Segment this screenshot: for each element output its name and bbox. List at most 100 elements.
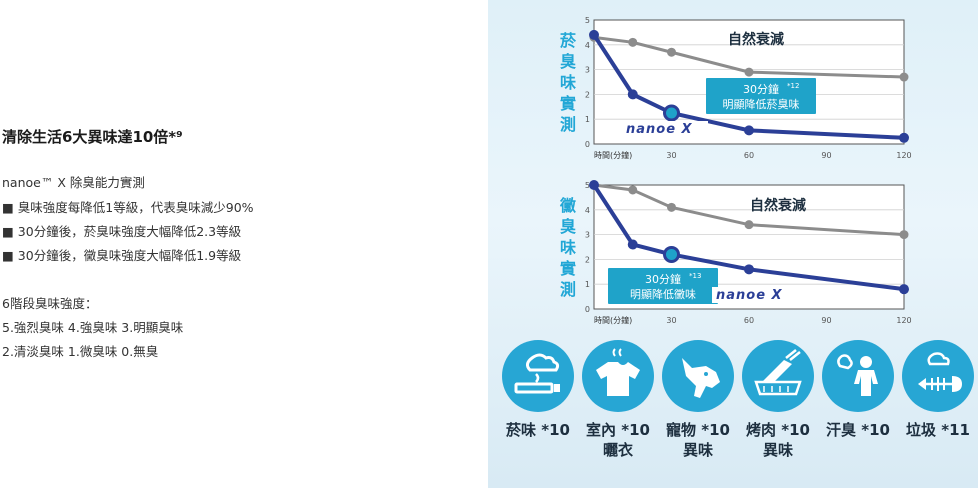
side-label-char: 黴 [559,196,576,215]
data-point [627,89,638,100]
cigarette-icon [514,353,560,394]
brand-label-bg [712,287,798,303]
x-axis-label: 時間(分鐘) [594,150,632,160]
icon-circle [502,340,574,412]
callout-line-1: 30分鐘 [645,272,681,286]
levels-line-1: 5.強烈臭味 4.強臭味 3.明顯臭味 [2,320,184,335]
x-tick-label: 90 [821,316,831,325]
y-tick-label: 3 [585,66,590,75]
data-point [628,185,638,195]
series-label-natural: 自然衰減 [728,31,784,48]
bullet-2: ■ 30分鐘後，菸臭味強度大幅降低2.3等級 [2,224,242,239]
dog-icon [682,358,720,398]
y-tick-label: 2 [585,90,590,99]
callout-line-1: 30分鐘 [743,82,779,96]
icon-circle [582,340,654,412]
bullet-3: ■ 30分鐘後，黴臭味強度大幅降低1.9等級 [2,248,242,263]
data-point [628,37,638,47]
page-title: 清除生活6大異味達10倍*⁹ [2,128,183,146]
callout-box [608,268,718,304]
series-label-nanoe: nanoe X [716,288,783,303]
side-label-char: 實 [559,94,576,113]
data-point [744,125,754,136]
odor-label: 菸味 *10 [506,421,570,439]
brand-label-bg [622,121,708,137]
callout-line-2: 明顯降低菸臭味 [723,97,800,111]
data-point [899,72,909,82]
description-panel: 清除生活6大異味達10倍*⁹ nanoe™ X 除臭能力實測 ■ 臭味強度每降低… [0,0,488,488]
x-tick-label: 90 [821,151,831,160]
odor-item-pet: 寵物 *10 異味 [658,340,738,460]
x-tick-label: 60 [744,316,754,325]
chart-1: 0 1 2 3 4 5 30 60 90 120 時間(分鐘) 自然衰減 30分鐘 *12 明顯降低菸臭味 n… [585,16,912,160]
x-axis-label: 時間(分鐘) [594,315,632,325]
data-point [899,132,909,143]
y-tick-label: 4 [585,206,590,215]
x-tick-label: 60 [744,151,754,160]
odor-item-grill: 烤肉 *10 異味 [738,340,818,460]
chart-2-side-label: 黴臭味實測 [556,195,580,300]
y-tick-label: 0 [585,140,590,149]
series-label-natural: 自然衰減 [750,197,806,214]
side-label-char: 菸 [559,31,576,50]
data-point [744,264,754,275]
x-tick-label: 120 [896,151,911,160]
y-tick-label: 1 [585,280,590,289]
subtitle: nanoe™ X 除臭能力實測 [2,175,145,190]
grilled-meat-icon [754,349,802,396]
odor-label: 寵物 *10 異味 [666,421,730,459]
x-tick-label: 120 [896,316,911,325]
callout-box [706,78,816,114]
odor-item-laundry: 室內 *10 曬衣 [578,340,658,460]
x-tick-label: 30 [666,316,676,325]
fishbone-icon [918,352,962,392]
data-point [899,230,909,240]
data-point [663,104,680,122]
data-point [667,47,676,57]
y-tick-label: 0 [585,305,590,314]
chart-2: 0 1 2 3 4 5 30 60 90 120 時間(分鐘) 自然衰減 30分鐘 *13 明顯降低黴味 na… [585,180,912,325]
y-tick-label: 1 [585,115,590,124]
y-tick-label: 3 [585,231,590,240]
odor-label: 室內 *10 曬衣 [586,421,650,459]
icon-circle [742,340,814,412]
side-label-char: 測 [559,115,576,134]
chart-1-side-label: 菸臭味實測 [556,30,580,135]
odor-icon-row: 菸味 *10 室內 *10 曬衣 寵物 *10 異味 [488,340,978,488]
odor-item-cigarette: 菸味 *10 [498,340,578,440]
odor-label: 汗臭 *10 [826,421,890,439]
side-label-char: 臭 [559,217,576,236]
side-label-char: 臭 [559,52,576,71]
data-point [667,202,676,212]
data-point [589,29,599,40]
data-point [663,245,680,263]
y-tick-label: 5 [585,181,590,190]
tshirt-icon [596,348,640,396]
odor-item-garbage: 垃圾 *11 [898,340,978,440]
callout-line-2: 明顯降低黴味 [630,287,696,301]
sweat-icon [837,354,878,396]
bullet-1: ■ 臭味強度每降低1等級，代表臭味減少90% [2,200,254,215]
icon-circle [822,340,894,412]
x-tick-label: 30 [666,151,676,160]
icon-circle [662,340,734,412]
y-tick-label: 2 [585,255,590,264]
data-point [744,220,754,230]
odor-label: 垃圾 *11 [906,421,970,439]
odor-item-sweat: 汗臭 *10 [818,340,898,440]
icon-circle [902,340,974,412]
odor-label: 烤肉 *10 異味 [746,421,810,459]
series-label-nanoe: nanoe X [626,122,693,137]
callout-note: *13 [689,272,701,280]
y-tick-label: 5 [585,16,590,25]
data-point [899,284,909,295]
chart-panel: 0 1 2 3 4 5 30 60 90 120 時間(分鐘) 自然衰減 30分鐘 *12 明顯降低菸臭味 n… [488,0,978,488]
y-tick-label: 4 [585,41,590,50]
side-label-char: 味 [559,238,576,257]
callout-note: *12 [787,82,799,90]
side-label-char: 實 [559,259,576,278]
side-label-char: 測 [559,280,576,299]
levels-title: 6階段臭味強度： [2,296,98,311]
data-point [627,239,638,250]
